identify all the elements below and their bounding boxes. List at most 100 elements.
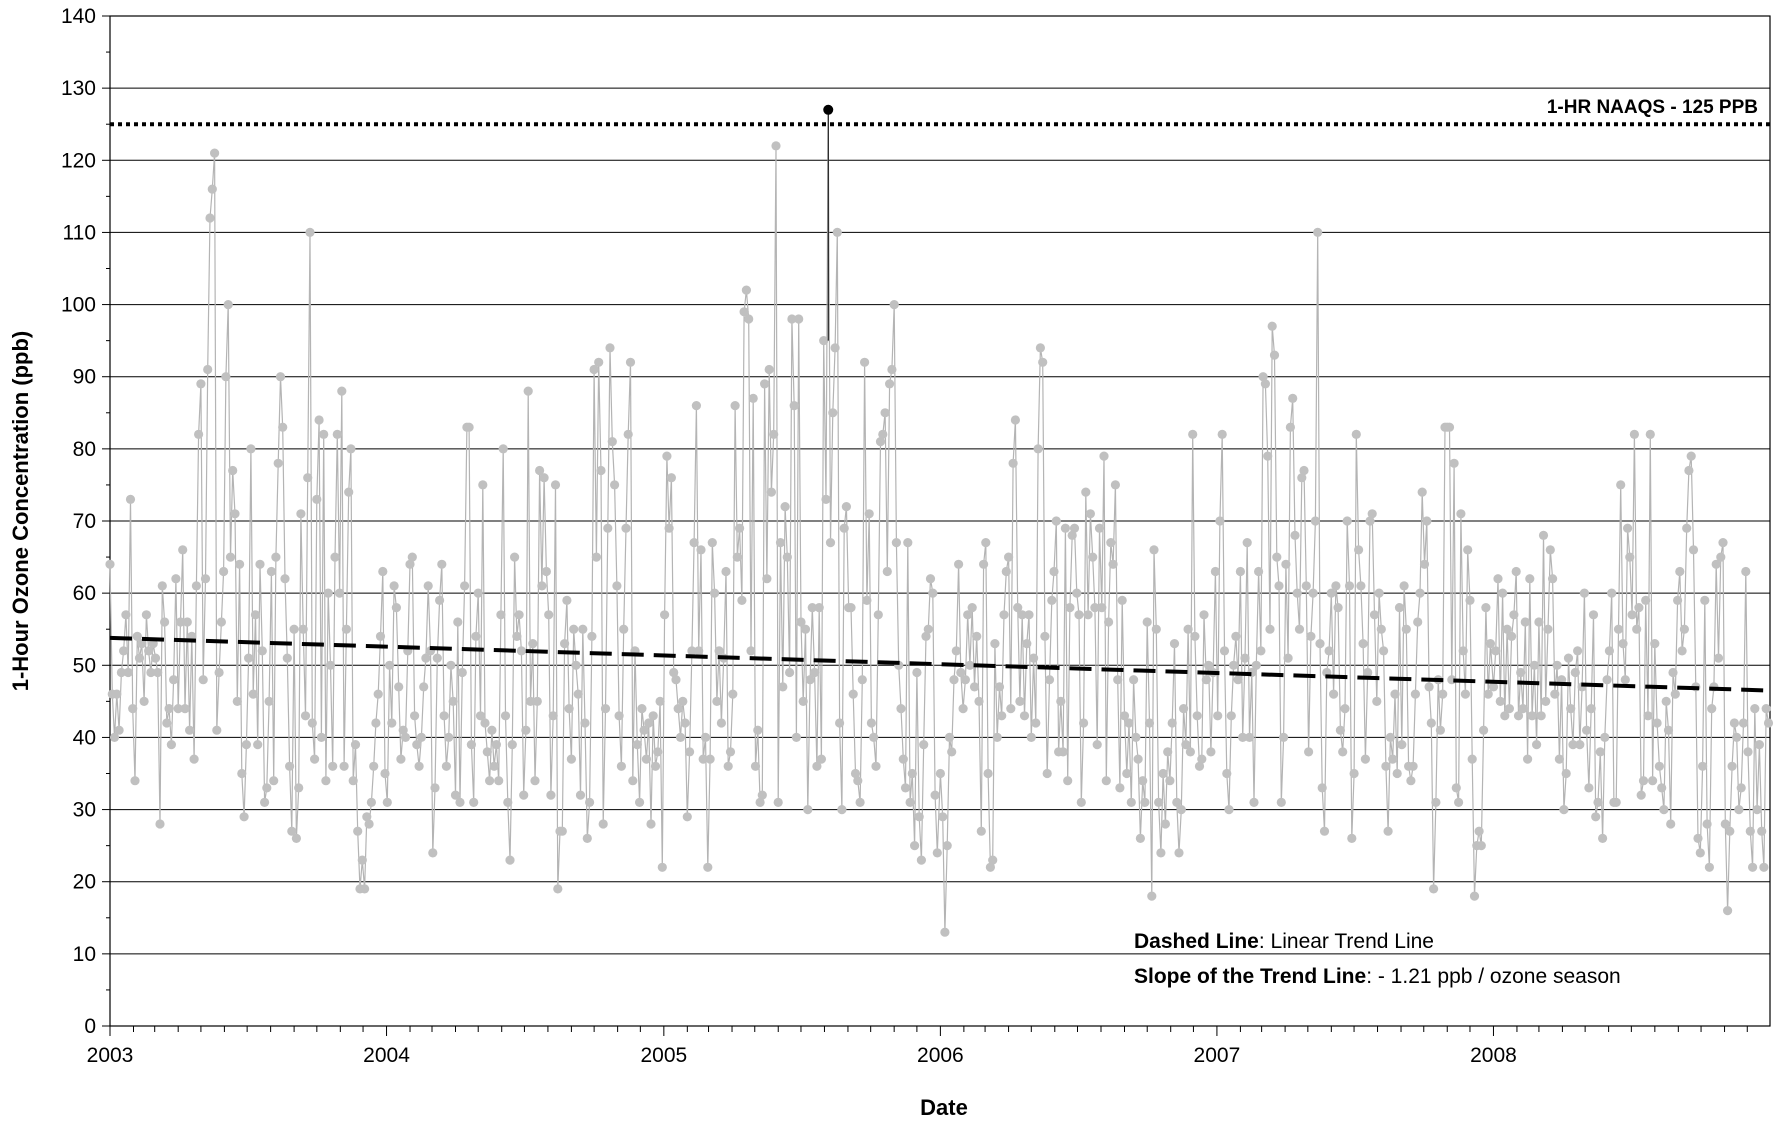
data-point xyxy=(528,639,538,649)
data-point xyxy=(1042,768,1052,779)
data-point xyxy=(221,372,231,382)
data-point xyxy=(1333,603,1343,613)
data-point xyxy=(1538,530,1549,541)
data-point xyxy=(294,783,304,793)
data-point xyxy=(1285,422,1295,432)
data-point xyxy=(387,718,397,728)
data-point xyxy=(728,689,738,699)
data-point xyxy=(414,761,424,771)
data-point xyxy=(314,415,324,425)
data-point xyxy=(1563,653,1574,663)
data-point xyxy=(700,732,711,743)
naaqs-label: 1-HR NAAQS - 125 PPB xyxy=(1547,97,1758,118)
data-point xyxy=(841,502,852,512)
data-point xyxy=(200,574,211,584)
data-point xyxy=(1732,732,1742,743)
data-point xyxy=(157,581,167,591)
data-point xyxy=(189,754,199,764)
data-point xyxy=(782,552,792,562)
data-point xyxy=(130,776,140,786)
data-point xyxy=(969,682,980,692)
data-point xyxy=(1488,682,1499,692)
data-point xyxy=(1190,631,1200,642)
data-point xyxy=(1044,675,1055,685)
data-point xyxy=(1269,350,1280,360)
data-point xyxy=(1481,603,1491,613)
data-point xyxy=(1099,451,1109,461)
data-point xyxy=(825,538,836,548)
data-point xyxy=(1677,646,1687,656)
data-point xyxy=(780,502,790,512)
data-point xyxy=(912,667,922,678)
data-point xyxy=(919,740,929,750)
data-point xyxy=(1738,718,1749,728)
data-point xyxy=(1124,718,1134,728)
data-point xyxy=(1718,538,1728,548)
data-point xyxy=(494,776,504,786)
data-point xyxy=(416,732,426,743)
data-point xyxy=(1206,747,1216,757)
data-point xyxy=(1659,805,1669,815)
data-point xyxy=(864,509,874,519)
data-point xyxy=(1479,725,1489,735)
y-tick-label: 70 xyxy=(73,510,96,533)
data-point xyxy=(716,718,727,728)
data-point xyxy=(332,429,342,439)
data-point xyxy=(1588,610,1599,620)
data-point xyxy=(1229,660,1239,670)
data-point xyxy=(453,617,463,627)
data-point xyxy=(171,574,181,584)
data-point xyxy=(121,610,131,620)
data-point xyxy=(1342,516,1352,526)
data-point xyxy=(1172,797,1182,808)
data-point xyxy=(1527,711,1537,721)
data-point xyxy=(132,631,142,642)
data-point xyxy=(457,667,467,678)
data-point xyxy=(1573,646,1583,656)
data-point xyxy=(232,696,242,707)
data-point xyxy=(169,675,179,685)
data-point xyxy=(721,566,731,577)
data-point xyxy=(744,314,754,324)
data-point xyxy=(112,689,122,699)
data-point xyxy=(1745,826,1755,836)
data-point xyxy=(330,552,340,562)
data-point xyxy=(253,740,263,750)
data-point xyxy=(1390,689,1400,699)
data-point xyxy=(134,653,145,663)
data-point xyxy=(573,689,583,699)
data-point xyxy=(1265,624,1275,634)
data-point xyxy=(1424,682,1434,692)
data-point xyxy=(900,783,911,793)
data-point xyxy=(682,812,692,822)
data-point xyxy=(855,797,865,808)
data-point xyxy=(475,711,486,721)
data-point xyxy=(762,574,772,584)
data-point xyxy=(1634,603,1644,613)
data-point xyxy=(1154,797,1164,808)
data-point xyxy=(1097,603,1107,613)
data-point xyxy=(1702,819,1712,829)
data-point xyxy=(325,660,336,670)
data-point xyxy=(1085,509,1095,519)
data-point xyxy=(394,682,404,692)
data-point xyxy=(1031,718,1041,728)
data-point xyxy=(439,711,449,721)
data-point xyxy=(689,538,699,548)
data-point xyxy=(1632,624,1642,634)
data-point xyxy=(371,718,381,728)
data-point xyxy=(1347,833,1357,844)
x-tick-label: 2004 xyxy=(363,1044,410,1067)
data-point xyxy=(1618,639,1628,649)
data-point xyxy=(862,595,872,606)
data-point xyxy=(940,927,950,937)
data-point xyxy=(1668,667,1678,678)
data-point xyxy=(1049,566,1059,577)
data-point xyxy=(1094,523,1105,533)
data-point xyxy=(1101,776,1111,786)
data-point xyxy=(1688,545,1699,555)
data-point xyxy=(921,631,931,642)
data-point xyxy=(1279,732,1289,743)
data-point xyxy=(1069,523,1080,533)
data-point xyxy=(305,227,315,237)
